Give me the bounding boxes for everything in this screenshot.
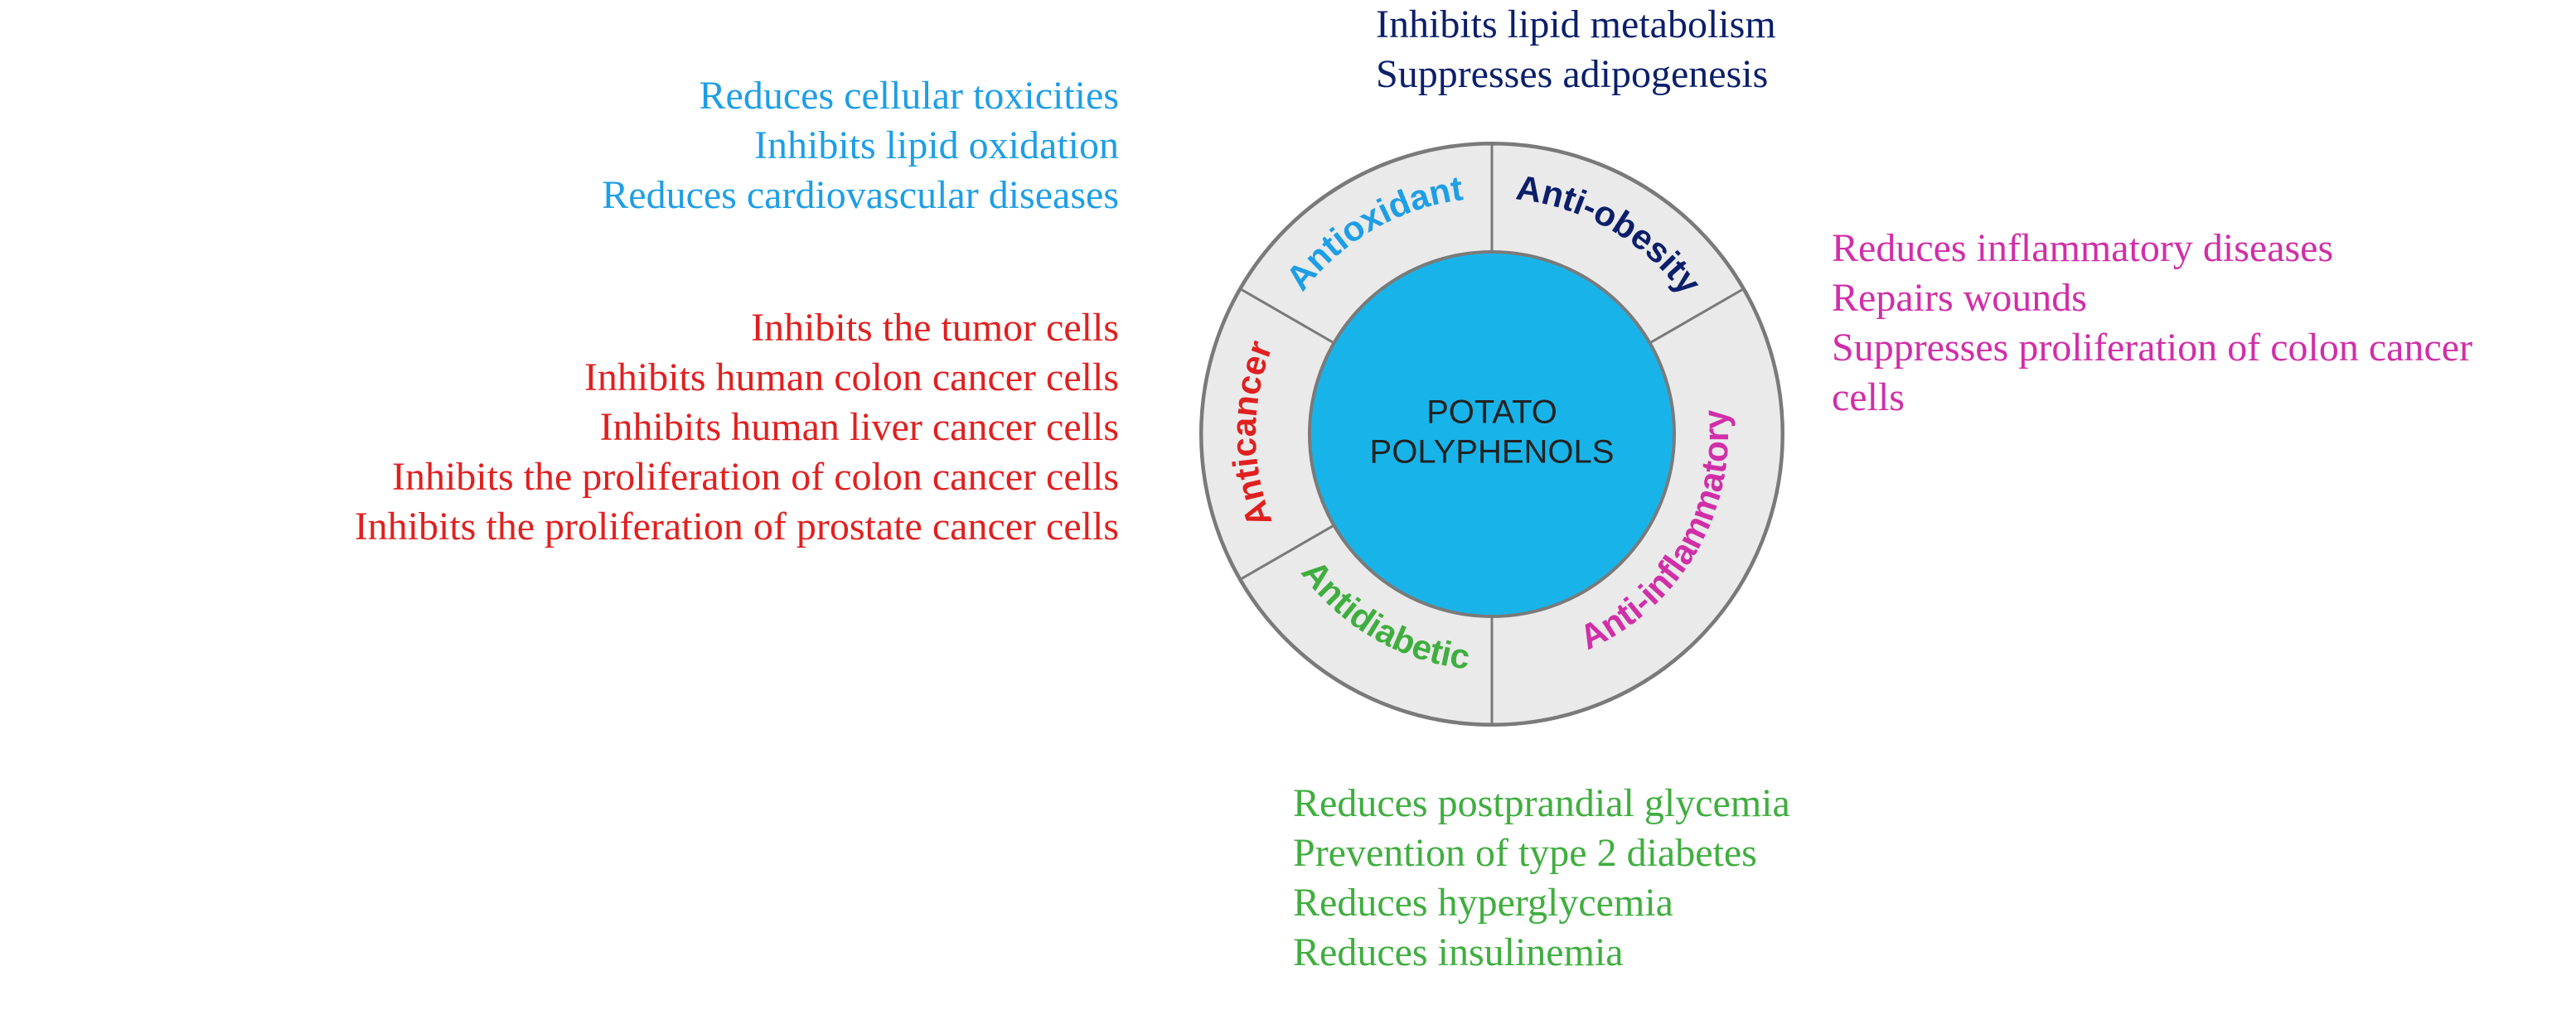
center-title-line1: POTATO [1426,394,1557,431]
annotation-anticancer: Inhibits the tumor cellsInhibits human c… [355,303,1119,552]
annotation-antiinflammatory-line: cells [1832,373,2472,423]
center-title-line2: POLYPHENOLS [1370,434,1615,471]
annotation-antidiabetic-line: Prevention of type 2 diabetes [1293,829,1790,878]
annotation-antioxidant-line: Reduces cardiovascular diseases [602,171,1119,220]
annotation-antiinflammatory-line: Suppresses proliferation of colon cancer [1832,323,2472,373]
annotation-antidiabetic-line: Reduces insulinemia [1293,928,1790,978]
annotation-anticancer-line: Inhibits human liver cancer cells [355,403,1119,452]
annotation-antioxidant-line: Inhibits lipid oxidation [602,121,1119,171]
annotation-antidiabetic: Reduces postprandial glycemiaPrevention … [1293,779,1790,978]
annotation-anticancer-line: Inhibits the tumor cells [355,303,1119,353]
annotation-antiinflammatory-line: Reduces inflammatory diseases [1832,224,2472,273]
annotation-antidiabetic-line: Reduces postprandial glycemia [1293,779,1790,829]
annotation-anticancer-line: Inhibits the proliferation of prostate c… [355,502,1119,552]
annotation-antidiabetic-line: Reduces hyperglycemia [1293,878,1790,928]
annotation-anticancer-line: Inhibits the proliferation of colon canc… [355,452,1119,502]
diagram-root: AntioxidantAnti-obesityAnti-inflammatory… [0,0,2576,1034]
annotation-antiobesity: Inhibits lipid metabolismSuppresses adip… [1376,0,1776,99]
annotation-anticancer-line: Inhibits human colon cancer cells [355,353,1119,403]
annotation-antioxidant: Reduces cellular toxicitiesInhibits lipi… [602,71,1119,220]
annotation-antiobesity-line: Inhibits lipid metabolism [1376,0,1776,50]
annotation-antiinflammatory-line: Repairs wounds [1832,273,2472,323]
annotation-antiinflammatory: Reduces inflammatory diseasesRepairs wou… [1832,224,2472,423]
annotation-antiobesity-line: Suppresses adipogenesis [1376,50,1776,99]
annotation-antioxidant-line: Reduces cellular toxicities [602,71,1119,121]
